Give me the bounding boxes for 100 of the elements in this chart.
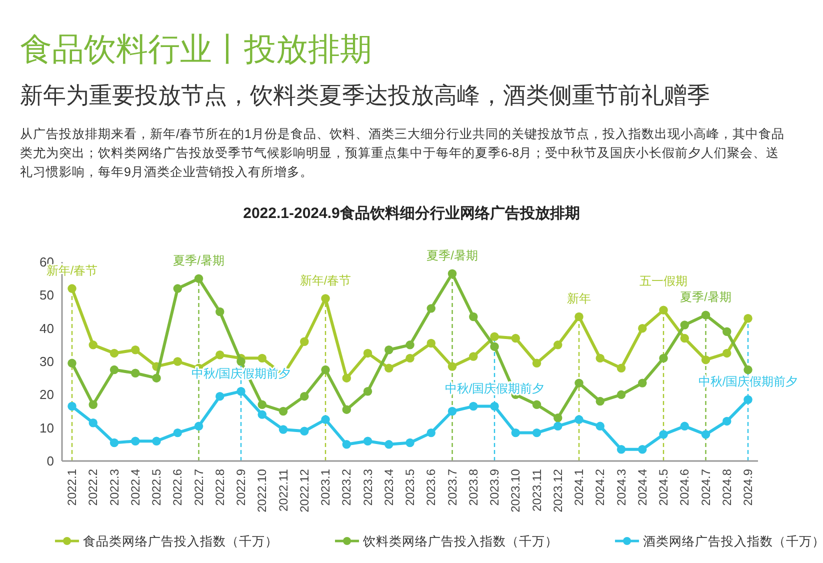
y-tick-label: 20 xyxy=(40,387,54,402)
point xyxy=(110,438,119,448)
point xyxy=(363,436,372,446)
point xyxy=(426,428,436,438)
point xyxy=(152,374,161,382)
x-tick-label: 2023.9 xyxy=(488,468,502,506)
x-tick-label: 2022.3 xyxy=(107,468,122,506)
point xyxy=(426,304,436,313)
point xyxy=(300,337,309,346)
x-tick-label: 2022.1 xyxy=(65,468,79,506)
point xyxy=(554,340,562,350)
point xyxy=(363,386,372,396)
point xyxy=(701,430,710,439)
point xyxy=(384,364,394,372)
point xyxy=(490,402,499,411)
point xyxy=(68,402,76,411)
point xyxy=(406,340,414,350)
chart-subtitle: 食品饮料行业丨投放排期 xyxy=(20,31,372,67)
point xyxy=(532,358,542,368)
x-tick-label: 2024.4 xyxy=(635,468,650,506)
point xyxy=(574,312,584,322)
point xyxy=(152,436,161,446)
x-tick-label: 2024.6 xyxy=(678,468,692,506)
point xyxy=(258,400,266,409)
point xyxy=(701,310,710,320)
point xyxy=(511,334,520,343)
point xyxy=(88,400,98,409)
point xyxy=(88,340,98,350)
x-tick-label: 2023.4 xyxy=(382,468,396,506)
annotation: 夏季/暑期 xyxy=(426,248,478,263)
point xyxy=(426,338,436,348)
point xyxy=(554,414,562,422)
legend-label: 食品类网络广告投入指数（千万） xyxy=(83,534,278,548)
point xyxy=(701,355,710,364)
text: 新年为重要投放节点，饮料类夏季达投放高峰，酒类侧重节前礼赠季 xyxy=(20,82,710,108)
x-tick-label: 2024.3 xyxy=(614,468,628,506)
annotation: 新年/春节 xyxy=(300,273,352,288)
point xyxy=(216,350,224,360)
point xyxy=(194,422,204,431)
x-tick-label: 2024.7 xyxy=(698,468,713,506)
point xyxy=(638,378,647,388)
point xyxy=(659,306,668,314)
point xyxy=(173,428,182,438)
point xyxy=(616,445,626,454)
point xyxy=(469,312,478,322)
point xyxy=(722,327,732,336)
point xyxy=(110,348,119,358)
x-tick-label: 2022.10 xyxy=(255,468,270,512)
point xyxy=(596,422,604,431)
legend-label: 酒类网络广告投入指数（千万） xyxy=(643,534,823,548)
point xyxy=(744,395,752,404)
point xyxy=(532,400,542,409)
x-tick-label: 2024.2 xyxy=(593,468,608,506)
point xyxy=(216,392,224,401)
point xyxy=(532,428,542,438)
x-tick-label: 2023.7 xyxy=(445,468,460,506)
point xyxy=(88,418,98,428)
point xyxy=(173,357,182,366)
y-tick-label: 10 xyxy=(40,420,54,436)
point xyxy=(680,320,689,330)
x-tick-label: 2023.11 xyxy=(530,468,544,512)
point xyxy=(236,357,246,366)
x-tick-label: 2024.1 xyxy=(572,468,586,506)
point xyxy=(490,342,499,351)
y-tick-label: 30 xyxy=(40,354,54,370)
point xyxy=(384,346,394,354)
point xyxy=(638,445,647,454)
point xyxy=(744,365,752,374)
point xyxy=(596,354,604,363)
point xyxy=(659,430,668,439)
point xyxy=(722,416,732,426)
x-tick-label: 2023.10 xyxy=(508,468,523,512)
x-tick-label: 2024.8 xyxy=(720,468,734,506)
annotation: 夏季/暑期 xyxy=(680,290,732,304)
point xyxy=(258,410,266,419)
point xyxy=(131,368,140,378)
point xyxy=(406,438,414,448)
point xyxy=(638,324,647,333)
point xyxy=(321,415,330,424)
point xyxy=(194,274,204,283)
x-tick-label: 2022.4 xyxy=(128,468,142,506)
annotation: 新年 xyxy=(567,292,591,306)
point xyxy=(448,269,457,278)
y-tick-label: 40 xyxy=(40,320,54,336)
point xyxy=(236,386,246,396)
point xyxy=(363,348,372,358)
point xyxy=(616,390,626,400)
point xyxy=(616,364,626,372)
point xyxy=(574,415,584,424)
point xyxy=(110,365,119,374)
point xyxy=(321,294,330,303)
point xyxy=(68,358,76,368)
point xyxy=(173,284,182,293)
x-tick-label: 2023.5 xyxy=(403,468,417,506)
point xyxy=(448,362,457,371)
x-tick-label: 2023.2 xyxy=(340,468,354,506)
x-tick-label: 2024.5 xyxy=(656,468,670,506)
x-tick-label: 2022.9 xyxy=(234,468,248,506)
annotation: 夏季/暑期 xyxy=(173,254,224,268)
point xyxy=(469,352,478,361)
